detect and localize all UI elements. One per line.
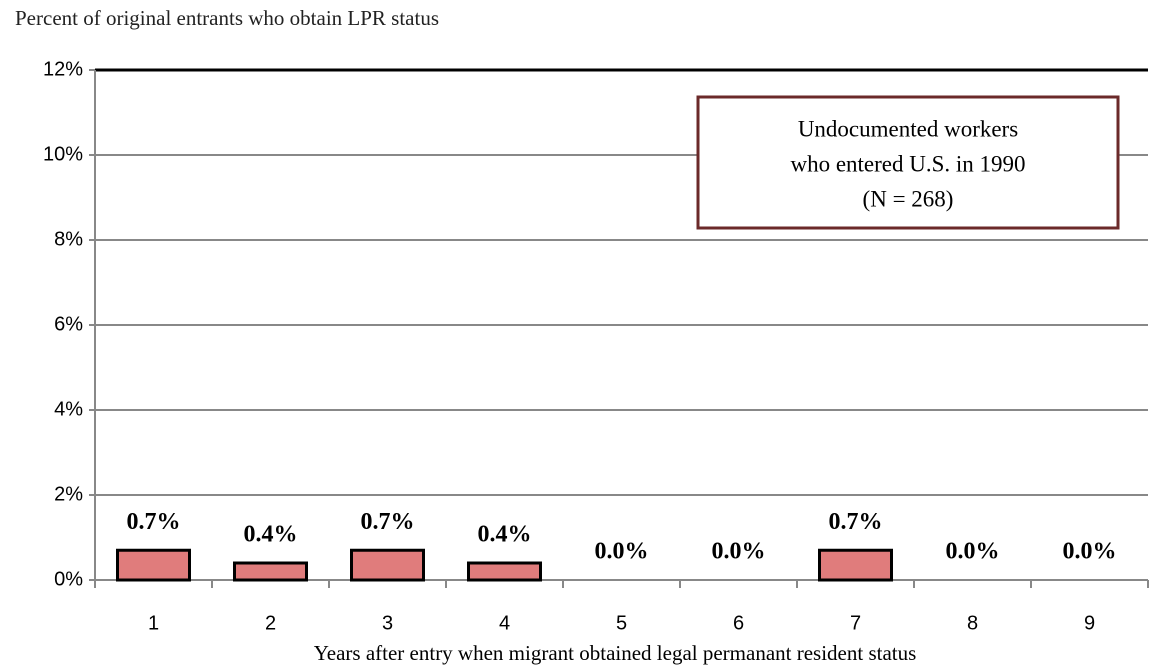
value-label: 0.0% xyxy=(595,539,649,565)
annotation-box xyxy=(696,95,1120,230)
value-label: 0.4% xyxy=(478,522,532,548)
value-label: 0.0% xyxy=(1063,539,1117,565)
x-tick-label: 9 xyxy=(1084,612,1095,634)
bar xyxy=(350,548,425,582)
x-tick-label: 6 xyxy=(733,612,744,634)
x-tick-label: 7 xyxy=(850,612,861,634)
x-tick-label: 2 xyxy=(265,612,276,634)
bar xyxy=(116,548,191,582)
bar xyxy=(467,561,542,582)
value-label: 0.7% xyxy=(829,509,883,535)
annotation-text: (N = 268) xyxy=(863,186,954,211)
x-tick-label: 1 xyxy=(148,612,159,634)
y-tick-label: 10% xyxy=(43,143,83,165)
y-tick-label: 12% xyxy=(43,58,83,80)
value-label: 0.7% xyxy=(361,509,415,535)
x-tick-label: 8 xyxy=(967,612,978,634)
bar xyxy=(233,561,308,582)
y-tick-label: 8% xyxy=(54,228,83,250)
annotation-text: who entered U.S. in 1990 xyxy=(790,151,1025,176)
value-label: 0.4% xyxy=(244,522,298,548)
y-tick-label: 0% xyxy=(54,568,83,590)
x-tick-label: 3 xyxy=(382,612,393,634)
y-tick-label: 6% xyxy=(54,313,83,335)
x-tick-label: 5 xyxy=(616,612,627,634)
value-label: 0.7% xyxy=(127,509,181,535)
chart-title: Percent of original entrants who obtain … xyxy=(15,6,439,30)
y-tick-label: 2% xyxy=(54,483,83,505)
bar xyxy=(818,548,893,582)
annotation-text: Undocumented workers xyxy=(798,116,1018,141)
y-tick-label: 4% xyxy=(54,398,83,420)
x-axis-label: Years after entry when migrant obtained … xyxy=(314,641,917,665)
x-tick-label: 4 xyxy=(499,612,510,634)
value-label: 0.0% xyxy=(712,539,766,565)
value-label: 0.0% xyxy=(946,539,1000,565)
